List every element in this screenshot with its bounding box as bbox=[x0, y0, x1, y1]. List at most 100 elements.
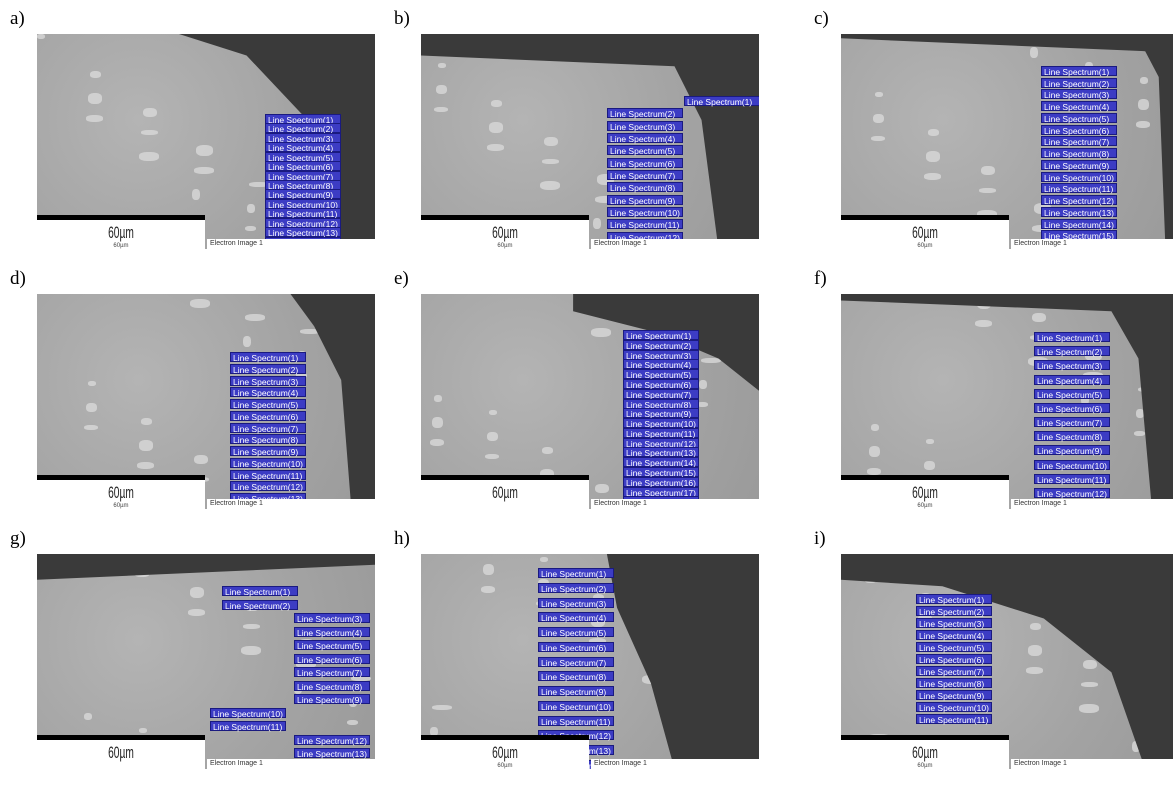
spectrum-label: Line Spectrum(9) bbox=[916, 690, 992, 700]
grain bbox=[90, 71, 101, 78]
grain bbox=[438, 63, 446, 68]
spectrum-label: Line Spectrum(7) bbox=[1034, 417, 1110, 427]
grain bbox=[434, 395, 442, 402]
grain bbox=[88, 93, 102, 104]
spectrum-label: Line Spectrum(3) bbox=[538, 598, 614, 608]
spectrum-label: Line Spectrum(6) bbox=[230, 411, 306, 421]
grain bbox=[1134, 431, 1145, 436]
spectrum-label: Line Spectrum(11) bbox=[230, 470, 306, 480]
scale-text: 60µm bbox=[71, 223, 172, 243]
grain bbox=[86, 115, 103, 122]
grain bbox=[1081, 682, 1098, 687]
spectrum-label: Line Spectrum(1) bbox=[916, 594, 992, 604]
spectrum-label: Line Spectrum(4) bbox=[1041, 101, 1117, 111]
grain bbox=[481, 586, 495, 593]
spectrum-label: Line Spectrum(7) bbox=[230, 423, 306, 433]
spectrum-label: Line Spectrum(1) bbox=[684, 96, 759, 106]
grain bbox=[141, 418, 152, 425]
grain bbox=[979, 188, 996, 193]
grain bbox=[926, 151, 940, 162]
grain bbox=[489, 122, 503, 133]
grain bbox=[1030, 623, 1041, 630]
grain bbox=[436, 85, 447, 94]
micrograph: Line Spectrum(1)Line Spectrum(2)Line Spe… bbox=[841, 554, 1173, 769]
grain bbox=[37, 34, 45, 39]
grain bbox=[485, 454, 499, 459]
grain bbox=[190, 299, 210, 308]
spectrum-label: Line Spectrum(8) bbox=[294, 681, 370, 691]
spectrum-label: Line Spectrum(4) bbox=[294, 627, 370, 637]
grain bbox=[84, 425, 98, 430]
caption: Electron Image 1 bbox=[1011, 239, 1173, 249]
spectrum-label: Line Spectrum(12) bbox=[230, 481, 306, 491]
grain bbox=[241, 646, 261, 655]
grain bbox=[544, 137, 558, 146]
grain bbox=[430, 439, 444, 446]
spectrum-label: Line Spectrum(1) bbox=[623, 330, 699, 340]
caption: Electron Image 1 bbox=[207, 239, 375, 249]
grain bbox=[434, 107, 448, 112]
spectrum-label: Line Spectrum(11) bbox=[538, 716, 614, 726]
spectrum-label: Line Spectrum(11) bbox=[1034, 474, 1110, 484]
grain bbox=[873, 114, 884, 123]
spectrum-label: Line Spectrum(13) bbox=[1041, 207, 1117, 217]
spectrum-label: Line Spectrum(15) bbox=[623, 467, 699, 477]
spectrum-label: Line Spectrum(11) bbox=[916, 714, 992, 724]
spectrum-label: Line Spectrum(8) bbox=[916, 678, 992, 688]
spectrum-label: Line Spectrum(11) bbox=[210, 721, 286, 731]
spectrum-label: Line Spectrum(6) bbox=[607, 158, 683, 168]
caption: Electron Image 1 bbox=[591, 239, 759, 249]
caption: Electron Image 1 bbox=[591, 759, 759, 769]
spectrum-label: Line Spectrum(1) bbox=[1034, 332, 1110, 342]
grain bbox=[487, 144, 504, 151]
grain bbox=[1026, 667, 1043, 674]
scale-text: 60µm bbox=[455, 743, 556, 763]
grain bbox=[1030, 47, 1038, 58]
spectrum-label: Line Spectrum(7) bbox=[607, 170, 683, 180]
spectrum-label: Line Spectrum(10) bbox=[210, 708, 286, 718]
panel-label: g) bbox=[10, 528, 26, 550]
grain bbox=[591, 328, 611, 337]
grain bbox=[540, 557, 548, 562]
grain bbox=[1032, 313, 1046, 322]
grain bbox=[247, 204, 255, 213]
spectrum-label: Line Spectrum(13) bbox=[623, 447, 699, 457]
spectrum-label: Line Spectrum(3) bbox=[230, 376, 306, 386]
spectrum-label: Line Spectrum(2) bbox=[538, 583, 614, 593]
grain bbox=[487, 432, 498, 441]
grain bbox=[143, 108, 157, 117]
grain bbox=[701, 358, 721, 363]
spectrum-label: Line Spectrum(5) bbox=[916, 642, 992, 652]
spectrum-label: Line Spectrum(5) bbox=[623, 369, 699, 379]
grain bbox=[141, 130, 158, 135]
panel-label: h) bbox=[394, 528, 410, 550]
grain bbox=[245, 226, 256, 231]
spectrum-label: Line Spectrum(17) bbox=[623, 487, 699, 497]
grain bbox=[1079, 704, 1099, 713]
grain bbox=[542, 447, 553, 454]
spectrum-label: Line Spectrum(14) bbox=[1041, 219, 1117, 229]
spectrum-label: Line Spectrum(11) bbox=[607, 219, 683, 229]
spectrum-label: Line Spectrum(4) bbox=[538, 612, 614, 622]
grain bbox=[245, 314, 265, 321]
grain bbox=[86, 403, 97, 412]
spectrum-label: Line Spectrum(3) bbox=[607, 121, 683, 131]
spectrum-label: Line Spectrum(3) bbox=[1034, 360, 1110, 370]
grain bbox=[137, 462, 154, 469]
grain bbox=[188, 609, 205, 616]
spectrum-label: Line Spectrum(11) bbox=[1041, 183, 1117, 193]
grain bbox=[196, 145, 213, 156]
grain bbox=[139, 728, 147, 733]
micrograph: Line Spectrum(1)Line Spectrum(2)Line Spe… bbox=[37, 294, 375, 509]
panel-label: a) bbox=[10, 8, 25, 30]
spectrum-label: Line Spectrum(8) bbox=[1041, 148, 1117, 158]
spectrum-label: Line Spectrum(6) bbox=[916, 654, 992, 664]
spectrum-label: Line Spectrum(14) bbox=[623, 457, 699, 467]
grain bbox=[871, 136, 885, 141]
spectrum-label: Line Spectrum(12) bbox=[1041, 195, 1117, 205]
grain bbox=[243, 624, 260, 629]
spectrum-label: Line Spectrum(5) bbox=[607, 145, 683, 155]
grain bbox=[1136, 121, 1150, 128]
spectrum-label: Line Spectrum(13) bbox=[294, 748, 370, 758]
